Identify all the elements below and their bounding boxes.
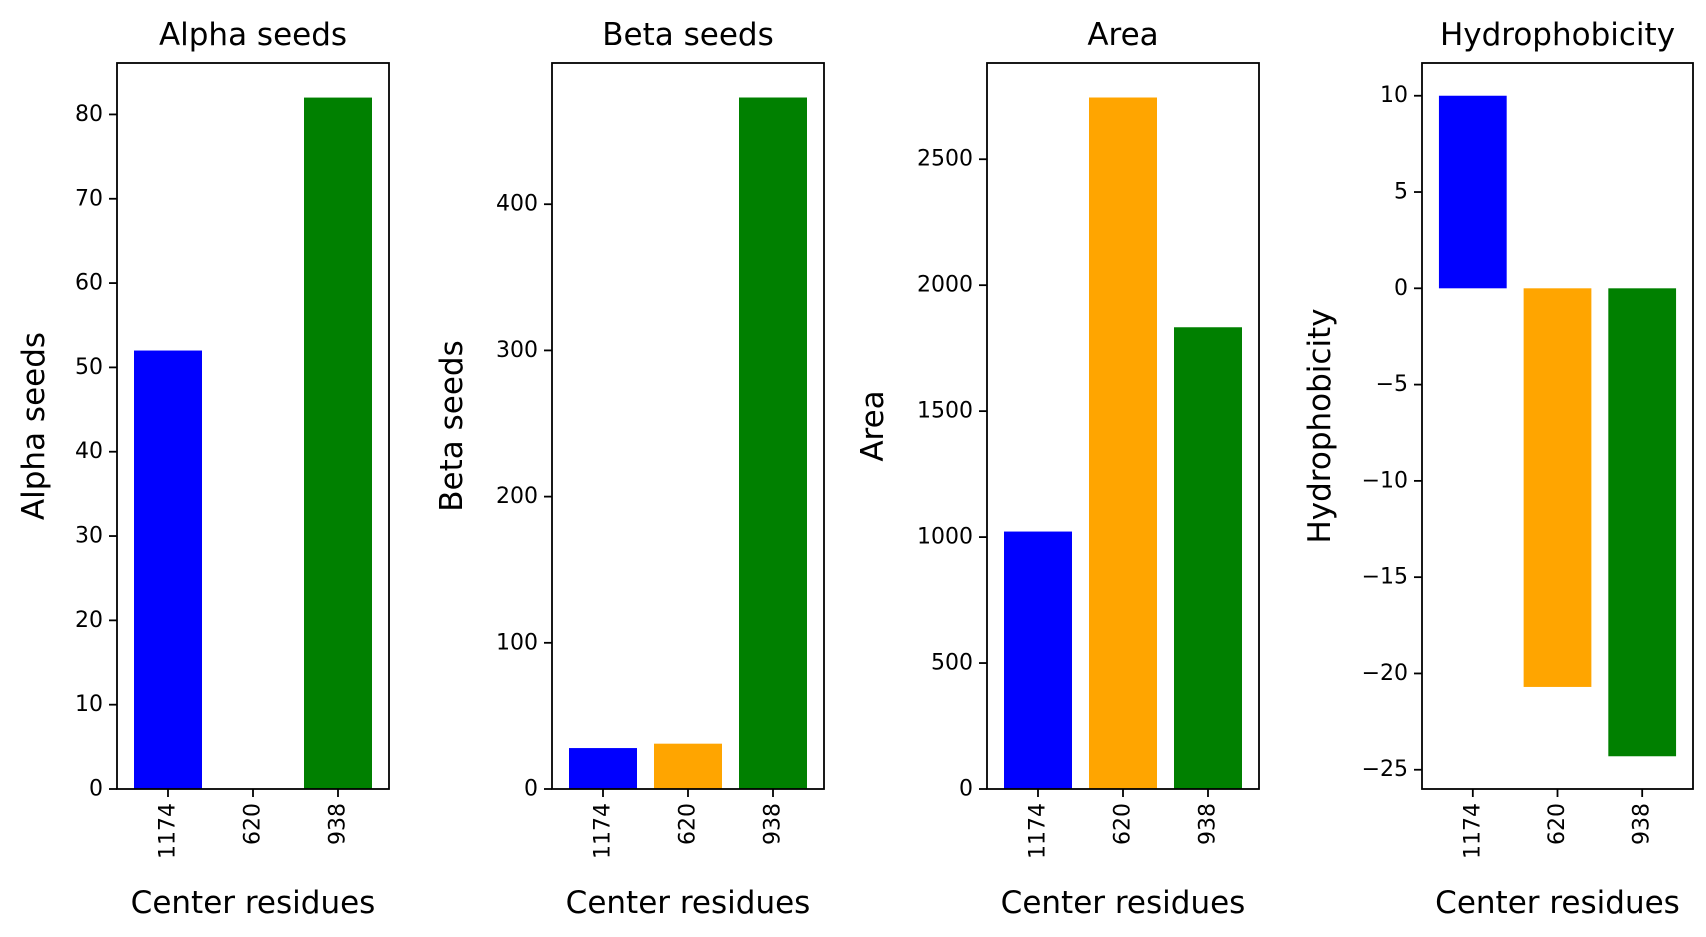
y-tick-label: 0 [524,777,538,802]
x-axis-label: Center residues [131,885,376,921]
x-axis-label: Center residues [566,885,811,921]
y-tick-label: −5 [1376,372,1408,397]
x-tick-label: 938 [761,803,786,845]
bar-938 [1174,327,1242,789]
y-tick-label: 60 [75,271,103,296]
y-tick-label: 0 [1394,276,1408,301]
y-tick-label: 2000 [917,273,973,298]
x-tick-label: 1174 [156,803,181,859]
y-tick-label: 0 [89,777,103,802]
y-tick-label: 50 [75,355,103,380]
x-tick-label: 620 [241,803,266,845]
y-tick-label: −20 [1362,661,1408,686]
subplot-4: 10 5 0 −5 −10 −15 −20 −25 1174 620 938 Hydrophobici… [1302,17,1694,921]
x-axis-label: Center residues [1435,885,1680,921]
bar-1174 [1004,531,1072,789]
subplot-title: Hydrophobicity [1440,17,1675,53]
y-tick-label: 1000 [917,525,973,550]
y-tick-label: −10 [1362,468,1408,493]
bar-620 [1523,288,1592,687]
subplot-title: Beta seeds [602,17,773,53]
x-axis-label: Center residues [1001,885,1246,921]
x-tick-label: 1174 [1026,803,1051,859]
bar-938 [1608,288,1677,757]
y-axis-label: Hydrophobicity [1302,308,1338,543]
subplot-1: 0 10 20 30 40 50 60 70 80 1174 620 938 Alpha seeds Ce… [16,17,390,921]
subplot-title: Area [1087,17,1158,53]
y-axis-label: Beta seeds [434,340,470,511]
bar-620 [1089,97,1157,789]
y-tick-label: 10 [75,692,103,717]
x-tick-label: 1174 [1460,803,1485,859]
y-tick-label: 10 [1380,83,1408,108]
bar-938 [304,97,372,790]
y-tick-label: 500 [931,651,973,676]
bar-1174 [569,748,637,789]
x-tick-label: 620 [1545,803,1570,845]
x-tick-label: 620 [676,803,701,845]
subplot-2: 0 100 200 300 400 1174 620 938 Beta seeds Center … [434,17,825,921]
x-tick-label: 938 [1196,803,1221,845]
y-tick-label: 2500 [917,147,973,172]
y-tick-label: 40 [75,439,103,464]
y-axis-label: Alpha seeds [16,332,52,520]
y-tick-label: 30 [75,524,103,549]
x-tick-label: 1174 [591,803,616,859]
y-tick-label: −25 [1362,757,1408,782]
bar-1174 [134,350,202,789]
y-tick-label: 20 [75,608,103,633]
bar-938 [739,97,807,789]
bar-620 [654,743,722,789]
y-tick-label: −15 [1362,565,1408,590]
x-tick-label: 938 [326,803,351,845]
x-tick-label: 620 [1111,803,1136,845]
bar-1174 [1438,95,1507,289]
y-tick-label: 400 [496,192,538,217]
y-tick-label: 300 [496,338,538,363]
y-tick-label: 1500 [917,399,973,424]
y-tick-label: 80 [75,102,103,127]
y-tick-label: 100 [496,630,538,655]
subplot-3: 0 500 1000 1500 2000 2500 1174 620 938 Area Center… [855,17,1260,921]
x-tick-label: 938 [1630,803,1655,845]
y-tick-label: 5 [1394,180,1408,205]
y-tick-label: 70 [75,186,103,211]
y-axis-label: Area [855,390,891,461]
y-tick-label: 0 [959,777,973,802]
subplot-title: Alpha seeds [159,17,347,53]
y-tick-label: 200 [496,484,538,509]
